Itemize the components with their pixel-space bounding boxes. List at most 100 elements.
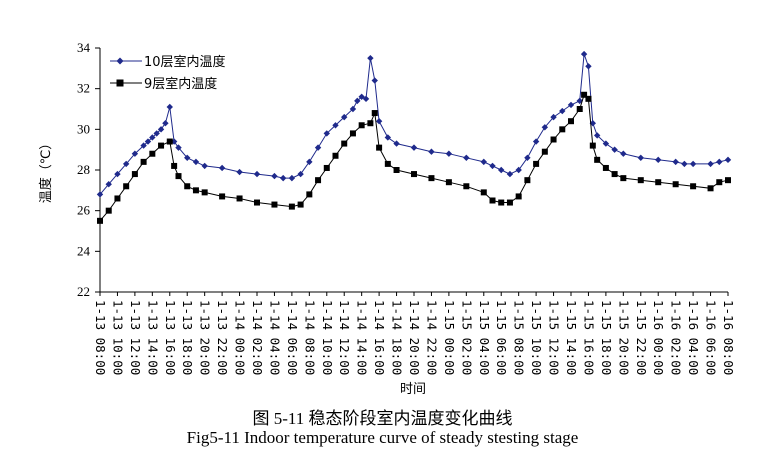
x-tick-label: 1-14 14:00 (355, 300, 370, 375)
data-point (158, 142, 165, 149)
data-point (375, 118, 383, 125)
series-line (99, 93, 729, 222)
figure-caption-chinese: 图 5-11 稳态阶段室内温度变化曲线 (252, 409, 513, 428)
data-point (716, 158, 723, 166)
x-tick-label: 1-13 18:00 (180, 300, 195, 375)
data-point (171, 162, 178, 169)
data-point (532, 138, 540, 145)
data-point (367, 120, 374, 127)
data-point (201, 162, 208, 170)
data-point (593, 132, 601, 139)
data-point (254, 199, 260, 206)
data-point (323, 130, 330, 137)
data-point (480, 158, 487, 166)
data-point (271, 172, 278, 180)
data-point (219, 193, 226, 200)
data-point (236, 195, 243, 202)
data-point (166, 138, 173, 145)
x-tick-label: 1-16 08:00 (721, 300, 736, 375)
data-point (515, 166, 522, 174)
data-point (123, 183, 130, 190)
x-tick-label: 1-13 16:00 (163, 300, 178, 375)
data-point (576, 97, 583, 105)
data-point (489, 197, 496, 204)
series-2 (97, 91, 731, 224)
data-point (306, 191, 313, 198)
data-point (175, 173, 182, 180)
data-point (349, 130, 356, 137)
data-point (463, 183, 470, 190)
data-point (367, 54, 374, 62)
data-point (131, 150, 139, 157)
x-tick-label: 1-13 12:00 (128, 300, 143, 375)
data-point (393, 140, 400, 147)
data-point (149, 134, 156, 141)
x-tick-label: 1-16 04:00 (686, 300, 701, 375)
data-point (279, 174, 287, 182)
data-point (585, 63, 592, 70)
data-point (576, 106, 583, 112)
data-point (184, 154, 191, 161)
legend-label: 10层室内温度 (144, 54, 226, 70)
data-point (140, 158, 147, 165)
data-point (271, 201, 278, 208)
x-tick-label: 1-16 06:00 (704, 300, 719, 375)
y-axis-label: 温度（℃） (38, 137, 54, 204)
data-point (655, 156, 662, 164)
data-point (611, 171, 618, 178)
x-tick-label: 1-14 22:00 (424, 300, 439, 375)
x-tick-label: 1-15 08:00 (512, 300, 527, 375)
x-tick-label: 1-14 12:00 (337, 300, 352, 375)
data-point (341, 113, 348, 121)
data-point (533, 160, 540, 167)
data-point (315, 177, 322, 184)
data-point (541, 124, 549, 131)
data-point (725, 177, 731, 184)
data-point (149, 150, 156, 157)
legend: 10层室内温度 9层室内温度 (110, 54, 226, 92)
data-point (175, 144, 182, 151)
data-point (354, 97, 361, 105)
data-point (445, 179, 452, 186)
series-1 (96, 50, 732, 198)
x-tick-label: 1-15 20:00 (616, 300, 631, 375)
data-point (602, 140, 610, 147)
data-point (620, 150, 627, 157)
data-point (498, 199, 505, 206)
x-tick-label: 1-15 18:00 (599, 300, 614, 375)
data-point (515, 193, 522, 200)
data-point (550, 136, 557, 143)
x-tick-label: 1-14 10:00 (320, 300, 335, 375)
data-point (105, 207, 112, 214)
data-point (297, 201, 304, 208)
data-point (253, 170, 261, 178)
x-tick-label: 1-15 12:00 (547, 300, 562, 375)
x-tick-label: 1-15 00:00 (442, 300, 457, 375)
data-point (306, 158, 313, 166)
data-point (393, 167, 400, 173)
data-point (580, 50, 588, 58)
data-point (681, 160, 688, 168)
data-point (498, 166, 505, 174)
y-tick-label: 30 (77, 121, 90, 136)
y-tick-label: 22 (77, 284, 90, 299)
data-point (122, 160, 130, 168)
x-tick-label: 1-14 20:00 (407, 300, 422, 375)
data-point (371, 110, 378, 117)
x-tick-label: 1-15 06:00 (494, 300, 509, 375)
x-tick-label: 1-13 10:00 (110, 300, 125, 375)
data-point (96, 191, 104, 198)
data-point (192, 158, 200, 166)
data-point (144, 138, 152, 145)
data-point (358, 122, 365, 129)
data-point (114, 170, 121, 178)
figure-caption-english: Fig5-11 Indoor temperature curve of stea… (186, 428, 579, 447)
data-point (97, 217, 103, 224)
data-point (602, 164, 609, 171)
legend-marker (116, 57, 124, 65)
data-point (341, 140, 348, 147)
data-point (506, 199, 513, 206)
data-point (559, 107, 566, 115)
x-tick-label: 1-15 14:00 (564, 300, 579, 375)
x-tick-label: 1-14 18:00 (390, 300, 405, 375)
